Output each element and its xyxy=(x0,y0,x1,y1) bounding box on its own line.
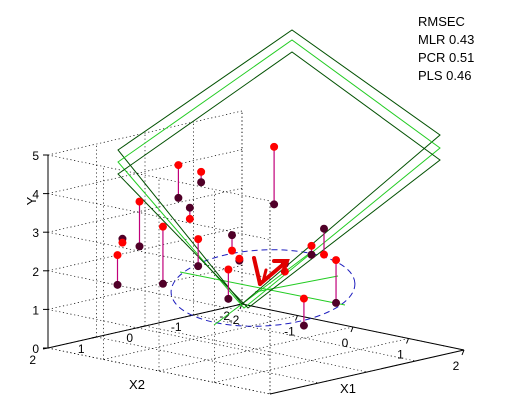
data-points xyxy=(113,142,341,330)
y-axis-label: X2 xyxy=(129,377,145,392)
observed-point xyxy=(228,246,237,255)
legend-heading: RMSEC xyxy=(418,14,465,29)
fitted-point xyxy=(174,193,183,202)
observed-point xyxy=(174,161,183,170)
fitted-point xyxy=(228,231,237,240)
x-tick xyxy=(350,326,354,333)
fitted-point xyxy=(185,203,194,212)
legend-entry-mlr: MLR 0.43 xyxy=(418,32,474,47)
fitted-point xyxy=(197,178,206,187)
z-tick-label: 4 xyxy=(32,188,39,202)
x-tick-label: -1 xyxy=(284,325,295,339)
y-tick xyxy=(188,314,194,317)
observed-point xyxy=(270,142,279,151)
fitted-point xyxy=(224,294,233,303)
observed-point xyxy=(118,238,127,247)
direction-arrows xyxy=(252,256,290,286)
fitted-point xyxy=(194,262,203,271)
plane-pls xyxy=(117,51,441,309)
observed-point xyxy=(158,222,167,231)
grid-line xyxy=(103,315,298,360)
z-tick-label: 3 xyxy=(32,226,39,240)
y-tick xyxy=(91,336,97,339)
axis-line xyxy=(269,349,465,395)
coefficient-arrow xyxy=(252,256,262,286)
x-axis-label: X1 xyxy=(340,381,356,396)
grid-line xyxy=(47,149,243,194)
observed-point xyxy=(185,214,194,223)
principal-axis xyxy=(254,275,339,293)
fitted-point xyxy=(307,250,316,259)
y-tick-label: 0 xyxy=(126,331,133,345)
observed-point xyxy=(320,250,328,259)
legend: RMSEC MLR 0.43 PCR 0.51 PLS 0.46 xyxy=(418,14,474,83)
x-tick-label: 0 xyxy=(342,336,349,350)
observed-point xyxy=(135,197,144,206)
y-tick-label: 1 xyxy=(78,342,85,356)
x-tick-label: -2 xyxy=(229,313,240,327)
plane-mlr xyxy=(117,29,441,305)
z-tick-label: 2 xyxy=(32,265,39,279)
z-tick-label: 0 xyxy=(32,342,39,356)
observed-point xyxy=(194,235,203,244)
ellipse-boundary xyxy=(170,249,356,327)
observed-point xyxy=(113,251,122,260)
z-tick-label: 5 xyxy=(32,149,39,163)
observed-point xyxy=(224,265,233,274)
fitted-point xyxy=(299,321,308,330)
observed-point xyxy=(307,241,316,250)
principal-axis xyxy=(213,252,311,326)
coefficient-arrow xyxy=(261,268,268,284)
grid-line xyxy=(47,226,243,272)
covariance-ellipse xyxy=(170,249,356,327)
plane-pcr xyxy=(117,39,441,309)
z-axis-label: Y xyxy=(24,196,39,205)
arrow-head xyxy=(272,259,290,274)
observed-point xyxy=(197,167,206,176)
observed-point xyxy=(332,256,341,265)
regression-planes xyxy=(117,29,441,309)
observed-point xyxy=(299,294,308,303)
fitted-point xyxy=(158,279,167,288)
x-tick xyxy=(461,349,465,356)
x-tick-label: 1 xyxy=(397,348,404,362)
grid-line xyxy=(158,326,354,372)
legend-entry-pls: PLS 0.46 xyxy=(418,68,472,83)
fitted-point xyxy=(332,298,341,307)
z-tick-label: 1 xyxy=(32,303,39,317)
y-tick-label: -1 xyxy=(171,320,182,334)
grid-line xyxy=(47,265,243,310)
axis-lines xyxy=(42,154,465,395)
y-tick xyxy=(139,325,146,328)
x-tick xyxy=(406,338,409,344)
grid-line xyxy=(47,110,243,156)
grid-line xyxy=(47,187,243,233)
grid-line xyxy=(214,338,409,383)
y-tick-label: 2 xyxy=(29,353,36,367)
x-tick-label: 2 xyxy=(453,359,460,373)
x-tick xyxy=(295,315,298,321)
observed-point xyxy=(235,254,244,263)
fitted-point xyxy=(135,242,144,251)
grid-line xyxy=(47,154,271,202)
y-tick-label: -2 xyxy=(219,309,230,323)
legend-entry-pcr: PCR 0.51 xyxy=(418,50,474,65)
fitted-point xyxy=(320,224,328,233)
fitted-point xyxy=(113,280,122,289)
fitted-point xyxy=(270,200,279,209)
